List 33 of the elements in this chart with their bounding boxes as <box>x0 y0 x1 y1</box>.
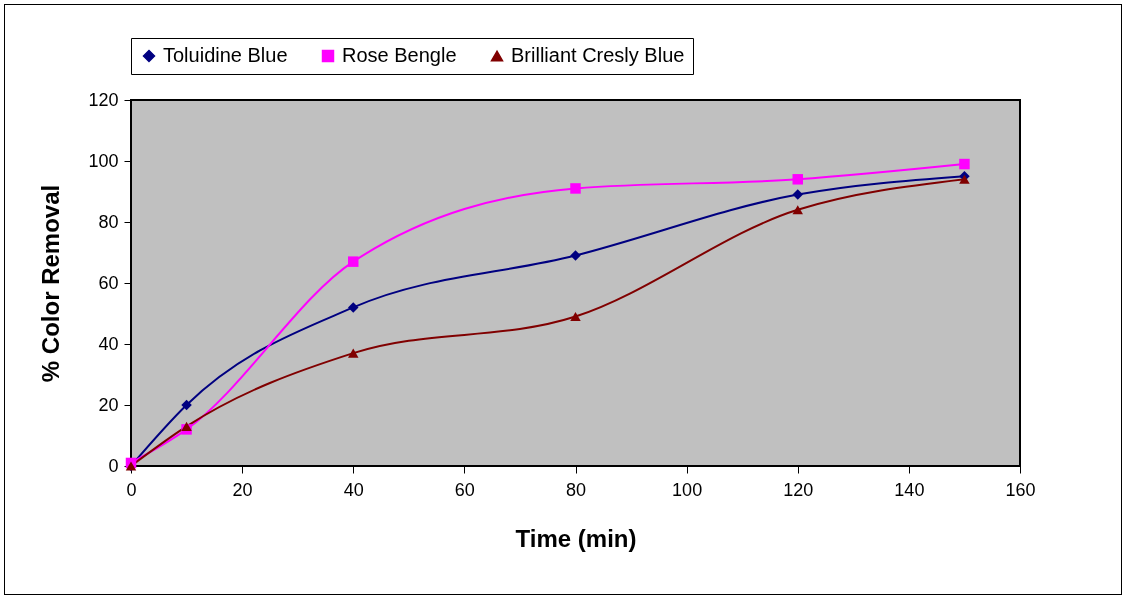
x-axis-title: Time (min) <box>515 524 637 552</box>
point <box>959 158 970 170</box>
y-axis-title: % Color Removal <box>37 184 65 383</box>
point <box>570 183 581 194</box>
legend-label: Rose Bengle <box>342 44 457 66</box>
x-tick-label: 60 <box>454 479 475 500</box>
point <box>348 302 359 313</box>
x-tick-label: 120 <box>783 479 814 500</box>
y-tick-label: 20 <box>98 394 119 415</box>
x-tick-label: 80 <box>565 479 587 500</box>
y-tick-label: 80 <box>98 211 119 232</box>
legend-label: Brilliant Cresly Blue <box>511 44 685 66</box>
legend-label: Toluidine Blue <box>163 44 288 66</box>
y-tick-label: 120 <box>88 89 119 110</box>
point <box>570 250 581 261</box>
point <box>792 189 803 200</box>
x-tick-label: 0 <box>126 479 137 500</box>
x-tick-label: 160 <box>1005 479 1036 500</box>
x-tick-label: 100 <box>672 479 703 500</box>
y-tick-label: 0 <box>108 455 119 476</box>
x-tick-label: 140 <box>894 479 925 500</box>
x-tick-label: 20 <box>232 479 253 500</box>
point <box>792 205 803 215</box>
point <box>181 421 192 431</box>
point <box>348 256 359 267</box>
point <box>792 174 803 185</box>
y-tick-label: 100 <box>88 150 119 171</box>
point <box>570 312 581 322</box>
x-tick-label: 40 <box>343 479 364 500</box>
point <box>348 348 359 358</box>
y-tick-label: 60 <box>98 272 119 293</box>
point <box>181 399 192 411</box>
y-tick-label: 40 <box>98 333 119 354</box>
